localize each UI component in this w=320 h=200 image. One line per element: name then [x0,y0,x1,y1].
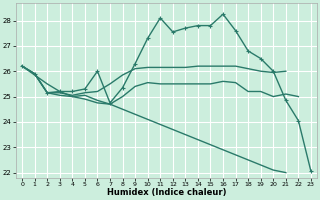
X-axis label: Humidex (Indice chaleur): Humidex (Indice chaleur) [107,188,226,197]
